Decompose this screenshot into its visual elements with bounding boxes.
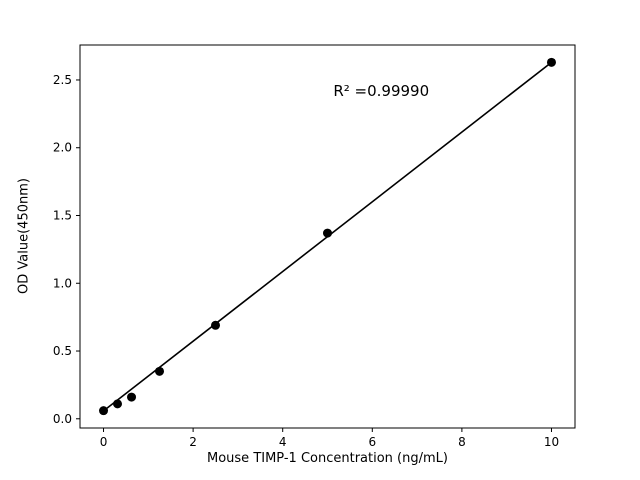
x-tick-label: 8 — [458, 435, 466, 449]
data-point — [113, 399, 123, 409]
x-tick-label: 10 — [544, 435, 559, 449]
data-point — [323, 228, 332, 238]
y-tick-label: 2.0 — [53, 141, 72, 155]
y-axis-label: OD Value(450nm) — [16, 178, 32, 294]
data-point — [99, 406, 109, 416]
r-squared-annotation: R² =0.99990 — [333, 82, 429, 100]
y-tick-label: 1.5 — [53, 208, 72, 222]
x-tick-label: 2 — [189, 435, 197, 449]
y-tick-label: 0.0 — [53, 412, 72, 426]
x-tick-label: 6 — [368, 435, 376, 449]
y-tick-label: 2.5 — [53, 73, 72, 87]
plot-spines — [79, 44, 576, 429]
data-point — [127, 392, 137, 402]
x-tick-label: 4 — [279, 435, 287, 449]
data-point — [211, 320, 221, 330]
y-tick-label: 1.0 — [53, 276, 72, 290]
x-tick-label: 0 — [100, 435, 108, 449]
x-axis-label: Mouse TIMP-1 Concentration (ng/mL) — [207, 451, 448, 466]
y-tick-label: 0.5 — [53, 344, 72, 358]
data-point — [155, 366, 165, 376]
data-point — [546, 57, 556, 67]
